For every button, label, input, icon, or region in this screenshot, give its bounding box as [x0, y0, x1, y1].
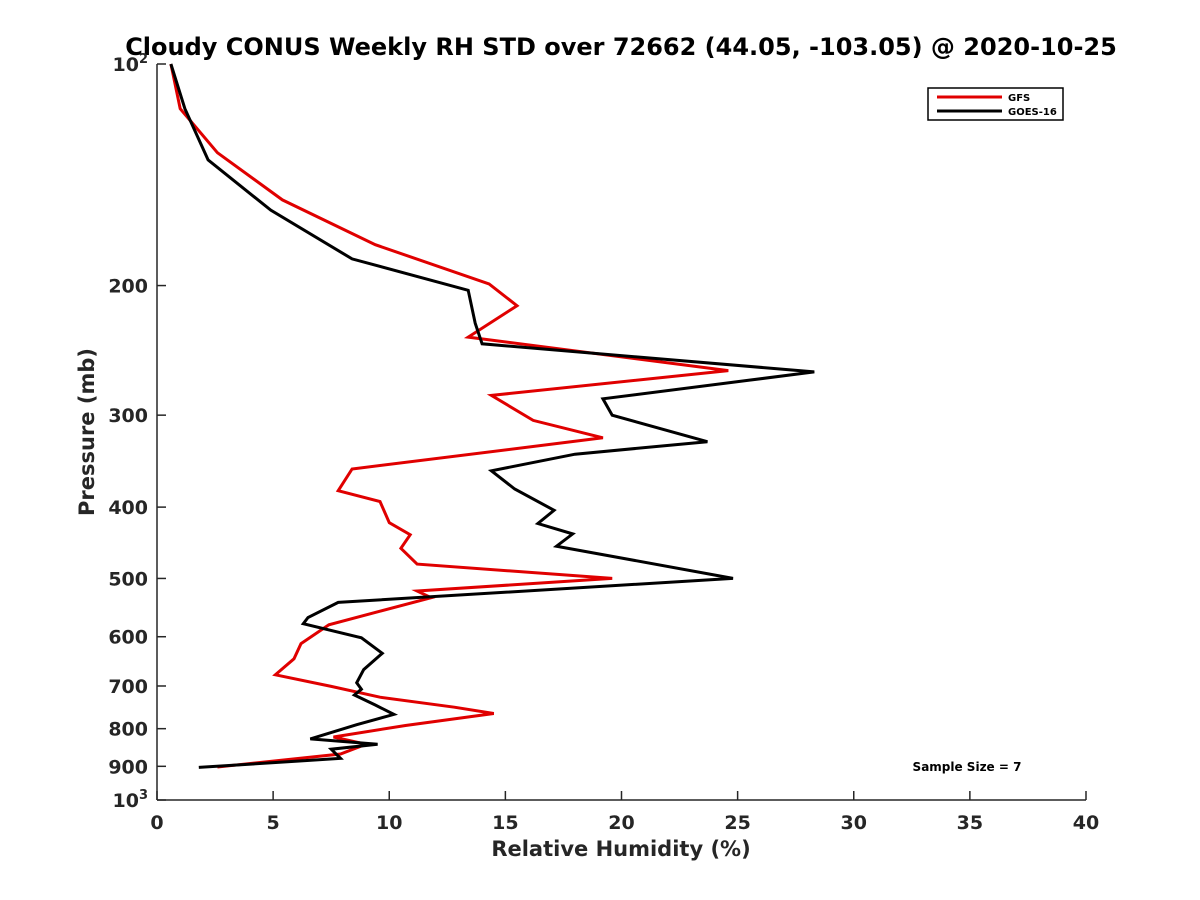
- y-tick-label: 600: [108, 627, 148, 649]
- chart-title: Cloudy CONUS Weekly RH STD over 72662 (4…: [125, 33, 1117, 61]
- y-axis-label: Pressure (mb): [75, 348, 99, 516]
- y-tick-label: 103: [113, 788, 149, 812]
- legend-box: [927, 87, 1064, 121]
- series-line-gfs: [169, 63, 729, 769]
- y-tick-label: 700: [108, 676, 148, 698]
- y-ticks: 102 200 300 400 500 600 700 800 900 103: [108, 52, 166, 812]
- x-tick-label: 5: [267, 812, 280, 834]
- legend-label-gfs: GFS: [1008, 93, 1030, 104]
- y-tick-label: 102: [113, 52, 149, 76]
- series-line-goes-16: [169, 63, 815, 769]
- y-tick-label: 300: [108, 405, 148, 427]
- x-tick-label: 0: [150, 812, 163, 834]
- x-tick-label: 10: [376, 812, 402, 834]
- y-tick-label: 900: [108, 756, 148, 778]
- x-axis-label: Relative Humidity (%): [491, 837, 750, 861]
- y-tick-label: 500: [108, 568, 148, 590]
- x-ticks: 0 5 10 15 20 25 30 35 40: [150, 791, 1099, 834]
- series-layer: [169, 63, 815, 769]
- x-tick-label: 20: [608, 812, 634, 834]
- legend: GFS GOES-16: [927, 87, 1064, 121]
- legend-label-goes-16: GOES-16: [1008, 107, 1057, 118]
- x-tick-label: 30: [841, 812, 867, 834]
- sample-size-note: Sample Size = 7: [913, 760, 1022, 774]
- x-tick-label: 40: [1073, 812, 1099, 834]
- x-tick-label: 15: [492, 812, 518, 834]
- y-tick-label: 200: [108, 276, 148, 298]
- y-tick-label: 800: [108, 719, 148, 741]
- x-tick-label: 35: [957, 812, 983, 834]
- y-tick-label: 400: [108, 497, 148, 519]
- x-tick-label: 25: [724, 812, 750, 834]
